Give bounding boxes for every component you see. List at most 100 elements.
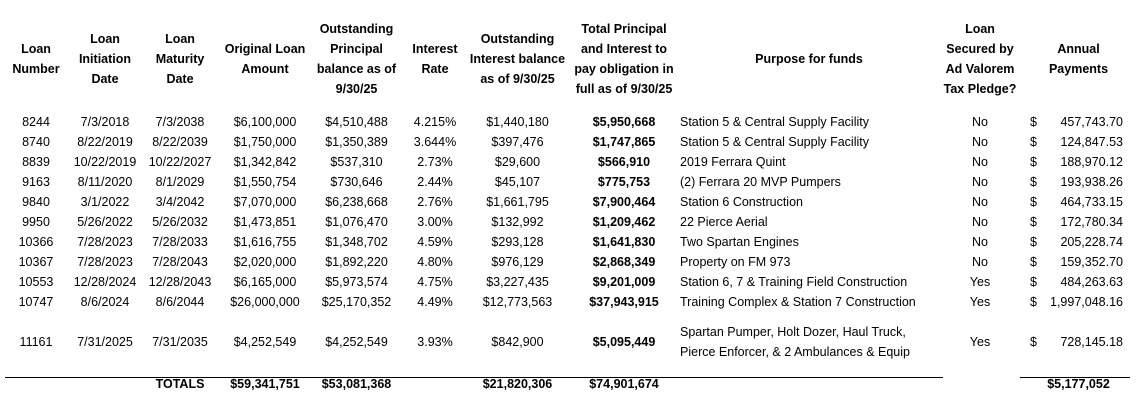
cell-annual-payment: $728,145.18	[1020, 312, 1137, 372]
cell-loan-number: 9840	[22, 195, 50, 209]
cell-outstanding-interest: $45,107	[494, 175, 541, 189]
cell-interest-rate: 4.59%	[417, 235, 453, 249]
totals-payment: $5,177,052	[1047, 377, 1110, 391]
currency-symbol: $	[1030, 155, 1037, 169]
cell-outstanding-principal: $1,348,702	[325, 235, 388, 249]
cell-total-obligation: $5,095,449	[592, 335, 656, 349]
cell-interest-rate: 2.76%	[417, 195, 453, 209]
table-row: 11161 7/31/2025 7/31/2035 $4,252,549 $4,252,…	[0, 312, 1137, 372]
cell-initiation-date: 8/11/2020	[77, 175, 133, 189]
cell-original-amount: $1,616,755	[233, 235, 297, 249]
cell-loan-number: 11161	[19, 335, 53, 349]
cell-outstanding-principal: $4,252,549	[325, 335, 388, 349]
cell-outstanding-interest: $842,900	[491, 335, 544, 349]
cell-purpose: 22 Pierce Aerial	[680, 215, 768, 229]
cell-annual-payment: $457,743.70	[1020, 112, 1137, 132]
cell-purpose: 2019 Ferrara Quint	[680, 155, 786, 169]
cell-purpose: Property on FM 973	[680, 255, 791, 269]
cell-annual-payment: $124,847.53	[1020, 132, 1137, 152]
payment-value: 172,780.34	[1060, 215, 1123, 229]
header-row: Loan Number Loan Initiation Date Loan Ma…	[0, 6, 1137, 112]
totals-interest: $21,820,306	[482, 377, 553, 391]
currency-symbol: $	[1030, 275, 1037, 289]
cell-total-obligation: $1,209,462	[592, 215, 656, 229]
payment-value: 484,263.63	[1060, 275, 1123, 289]
cell-original-amount: $1,473,851	[233, 215, 297, 229]
cell-original-amount: $6,165,000	[233, 275, 297, 289]
cell-outstanding-interest: $1,661,795	[486, 195, 549, 209]
totals-divider	[5, 377, 943, 378]
cell-outstanding-principal: $1,892,220	[325, 255, 388, 269]
cell-original-amount: $1,342,842	[233, 155, 297, 169]
cell-annual-payment: $205,228.74	[1020, 232, 1137, 252]
cell-maturity-date: 7/28/2033	[152, 235, 208, 249]
header-interest-rate: Interest Rate	[412, 42, 458, 76]
cell-initiation-date: 3/1/2022	[80, 195, 130, 209]
payment-value: 159,352.70	[1060, 255, 1123, 269]
cell-initiation-date: 8/22/2019	[77, 135, 133, 149]
cell-initiation-date: 12/28/2024	[73, 275, 137, 289]
cell-initiation-date: 7/28/2023	[77, 255, 133, 269]
payment-value: 188,970.12	[1060, 155, 1123, 169]
cell-interest-rate: 3.00%	[417, 215, 453, 229]
cell-total-obligation: $775,753	[597, 175, 651, 189]
currency-symbol: $	[1030, 175, 1037, 189]
cell-loan-number: 10367	[18, 255, 54, 269]
totals-row: TOTALS $59,341,751 $53,081,368 $21,820,3…	[0, 372, 1137, 396]
cell-total-obligation: $566,910	[597, 155, 651, 169]
cell-loan-number: 10553	[18, 275, 54, 289]
cell-outstanding-principal: $1,076,470	[325, 215, 388, 229]
cell-loan-number: 8740	[22, 135, 50, 149]
cell-maturity-date: 7/28/2043	[152, 255, 208, 269]
header-maturity-date: Loan Maturity Date	[155, 32, 205, 86]
cell-annual-payment: $1,997,048.16	[1020, 292, 1137, 312]
cell-maturity-date: 10/22/2027	[148, 155, 212, 169]
cell-interest-rate: 4.75%	[417, 275, 453, 289]
cell-maturity-date: 12/28/2043	[148, 275, 212, 289]
cell-original-amount: $26,000,000	[230, 295, 300, 309]
header-tax-pledge: Loan Secured by Ad Valorem Tax Pledge?	[943, 22, 1017, 96]
cell-maturity-date: 8/1/2029	[155, 175, 205, 189]
cell-annual-payment: $484,263.63	[1020, 272, 1137, 292]
cell-initiation-date: 10/22/2019	[73, 155, 137, 169]
totals-label: TOTALS	[155, 377, 205, 391]
cell-tax-pledge: No	[972, 155, 988, 169]
cell-tax-pledge: No	[972, 255, 988, 269]
header-outstanding-principal: Outstanding Principal balance as of 9/30…	[316, 22, 397, 96]
cell-outstanding-principal: $537,310	[330, 155, 383, 169]
cell-purpose: Station 5 & Central Supply Facility	[680, 115, 869, 129]
table-row: 10367 7/28/2023 7/28/2043 $2,020,000 $1,892,…	[0, 252, 1137, 272]
table-row: 10553 12/28/2024 12/28/2043 $6,165,000 $5,97…	[0, 272, 1137, 292]
cell-outstanding-interest: $397,476	[491, 135, 544, 149]
header-loan-number: Loan Number	[12, 42, 60, 76]
cell-loan-number: 8839	[22, 155, 50, 169]
cell-purpose: Spartan Pumper, Holt Dozer, Haul Truck, …	[680, 325, 910, 359]
cell-total-obligation: $37,943,915	[589, 295, 659, 309]
cell-outstanding-interest: $976,129	[491, 255, 544, 269]
cell-original-amount: $1,550,754	[233, 175, 297, 189]
cell-outstanding-interest: $293,128	[491, 235, 544, 249]
cell-outstanding-interest: $29,600	[494, 155, 541, 169]
currency-symbol: $	[1030, 255, 1037, 269]
cell-loan-number: 9950	[22, 215, 50, 229]
cell-outstanding-principal: $25,170,352	[321, 295, 392, 309]
cell-total-obligation: $5,950,668	[592, 115, 656, 129]
payment-value: 464,733.15	[1060, 195, 1123, 209]
payment-value: 728,145.18	[1060, 335, 1123, 349]
cell-interest-rate: 2.73%	[417, 155, 453, 169]
cell-initiation-date: 5/26/2022	[77, 215, 133, 229]
cell-tax-pledge: No	[972, 235, 988, 249]
cell-total-obligation: $2,868,349	[592, 255, 656, 269]
header-total-principal-interest: Total Principal and Interest to pay obli…	[574, 22, 674, 96]
cell-tax-pledge: No	[972, 115, 988, 129]
table-row: 10366 7/28/2023 7/28/2033 $1,616,755 $1,348,…	[0, 232, 1137, 252]
cell-original-amount: $4,252,549	[233, 335, 297, 349]
cell-tax-pledge: Yes	[969, 295, 991, 309]
cell-initiation-date: 7/28/2023	[77, 235, 133, 249]
cell-tax-pledge: Yes	[969, 275, 991, 289]
table-row: 9950 5/26/2022 5/26/2032 $1,473,851 $1,076,4…	[0, 212, 1137, 232]
cell-outstanding-interest: $1,440,180	[486, 115, 549, 129]
cell-tax-pledge: No	[972, 215, 988, 229]
cell-outstanding-principal: $1,350,389	[325, 135, 388, 149]
table-row: 8244 7/3/2018 7/3/2038 $6,100,000 $4,510,488…	[0, 112, 1137, 132]
